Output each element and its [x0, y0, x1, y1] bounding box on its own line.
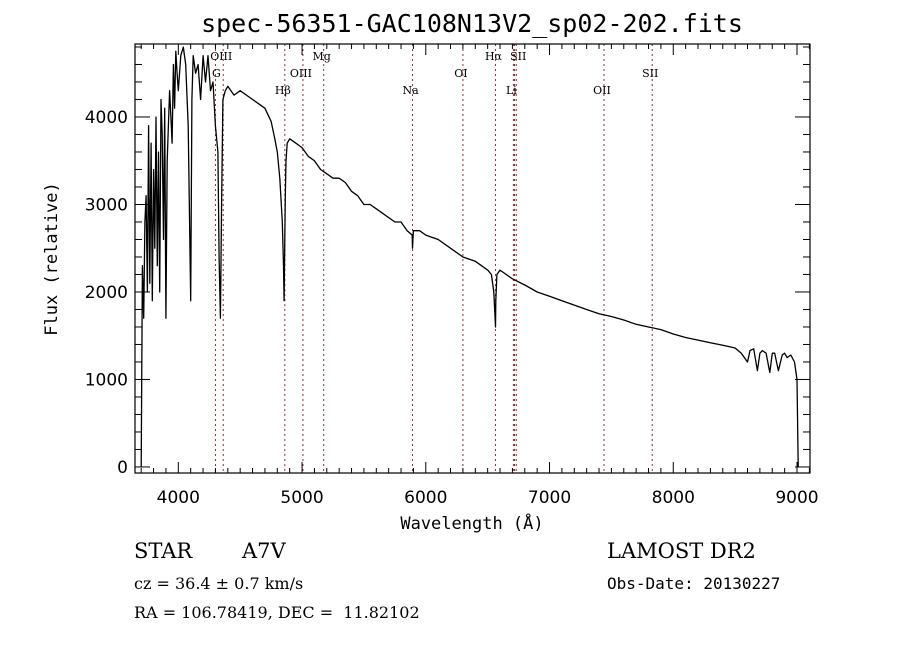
redshift-readout: cz = 36.4 ± 0.7 km/s — [134, 574, 304, 593]
object-type: STAR — [134, 539, 193, 563]
spectral-line-label: OIII — [210, 50, 232, 63]
x-tick-label: 5000 — [280, 488, 323, 508]
spectral-line-label: Hβ — [275, 84, 291, 97]
x-axis-label: Wavelength (Å) — [400, 512, 543, 534]
x-tick-label: 9000 — [775, 488, 818, 508]
y-tick-label: 2000 — [85, 283, 128, 303]
spectral-line-label: OII — [593, 84, 611, 97]
spectral-line-label: Mg — [313, 50, 331, 63]
survey-name: LAMOST DR2 — [607, 539, 756, 563]
spectral-line-label: Na — [402, 84, 419, 97]
y-tick-label: 0 — [117, 458, 128, 478]
y-tick-label: 3000 — [85, 195, 128, 215]
x-tick-label: 8000 — [652, 488, 695, 508]
spectral-subclass: A7V — [242, 539, 286, 563]
y-axis-label: Flux (relative) — [42, 182, 62, 336]
spectral-line-markers — [214, 44, 653, 473]
observation-date: Obs-Date: 20130227 — [607, 574, 781, 593]
spectral-line-label: OI — [454, 67, 467, 80]
spectral-line-label: OIII — [290, 67, 312, 80]
chart-title: spec-56351-GAC108N13V2_sp02-202.fits — [201, 9, 743, 38]
x-tick-label: 7000 — [528, 488, 571, 508]
spectral-line-label: SII — [510, 50, 526, 63]
x-tick-label: 6000 — [404, 488, 447, 508]
spectral-line-labels: GOIIIHβOIIIMgNaOIHαLiSIISIIOIISII — [210, 50, 658, 97]
spectral-line-label: G — [212, 67, 221, 80]
coordinates-readout: RA = 106.78419, DEC = 11.82102 — [134, 603, 420, 622]
plot-frame — [134, 43, 811, 474]
y-tick-label: 1000 — [85, 370, 128, 390]
x-axis-ticks — [140, 44, 810, 473]
spectrum-line — [140, 46, 799, 468]
spectral-line-label: SII — [642, 67, 658, 80]
x-tick-label: 4000 — [157, 488, 200, 508]
spectral-line-label: Li — [506, 84, 517, 97]
y-axis-tick-labels: 0 1000 2000 3000 4000 — [85, 108, 128, 478]
y-axis-ticks — [135, 46, 810, 468]
y-tick-label: 4000 — [85, 108, 128, 128]
spectral-line-label: Hα — [485, 50, 503, 63]
x-axis-tick-labels: 4000 5000 6000 7000 8000 9000 — [157, 488, 819, 508]
